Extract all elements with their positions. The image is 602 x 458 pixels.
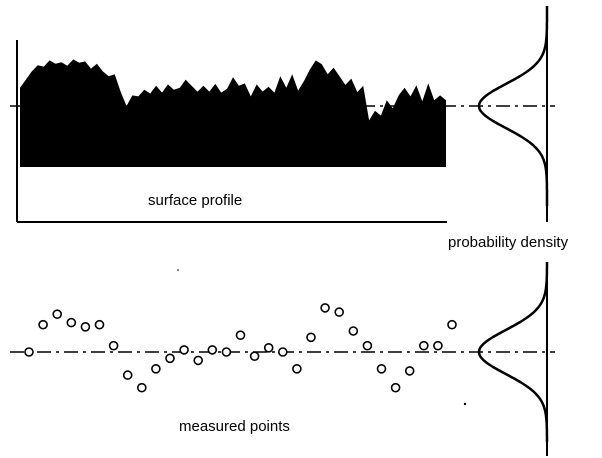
measured-point: [94, 319, 105, 330]
measured-point: [38, 319, 48, 330]
measured-points-label: measured points: [179, 418, 290, 435]
measured-point: [433, 340, 443, 351]
measured-point: [179, 345, 189, 355]
density-curve-upper: [477, 6, 549, 206]
measured-point: [320, 303, 330, 313]
measured-point: [263, 342, 274, 353]
measured-point: [348, 326, 359, 336]
measured-point: [447, 319, 457, 330]
measured-point: [108, 340, 119, 351]
measured-point: [418, 340, 429, 351]
measured-point: [362, 340, 373, 351]
measured-point: [137, 382, 147, 393]
measured-point: [165, 353, 175, 364]
measured-points-group: [24, 303, 457, 393]
measured-point: [235, 330, 246, 341]
measured-point: [66, 317, 77, 328]
measured-point: [334, 307, 345, 317]
measured-point: [24, 347, 34, 357]
measured-point: [249, 351, 260, 362]
measured-point: [390, 382, 401, 393]
measured-point: [122, 370, 133, 380]
measured-point: [193, 355, 203, 366]
measured-point: [277, 347, 288, 357]
speck: [463, 402, 467, 406]
measured-point: [151, 363, 161, 374]
measured-point: [376, 363, 387, 374]
probability-density-label: probability density: [448, 234, 569, 251]
speck: [177, 269, 179, 271]
surface-profile-area: [20, 59, 446, 167]
measured-point: [207, 345, 218, 355]
measured-point: [292, 363, 302, 374]
measured-point: [306, 332, 316, 343]
measured-point: [221, 347, 232, 357]
density-curve-lower: [477, 262, 549, 442]
measured-point: [80, 321, 91, 332]
surface-profile-label: surface profile: [148, 192, 242, 209]
measured-point: [52, 309, 63, 320]
measured-point: [404, 366, 415, 376]
